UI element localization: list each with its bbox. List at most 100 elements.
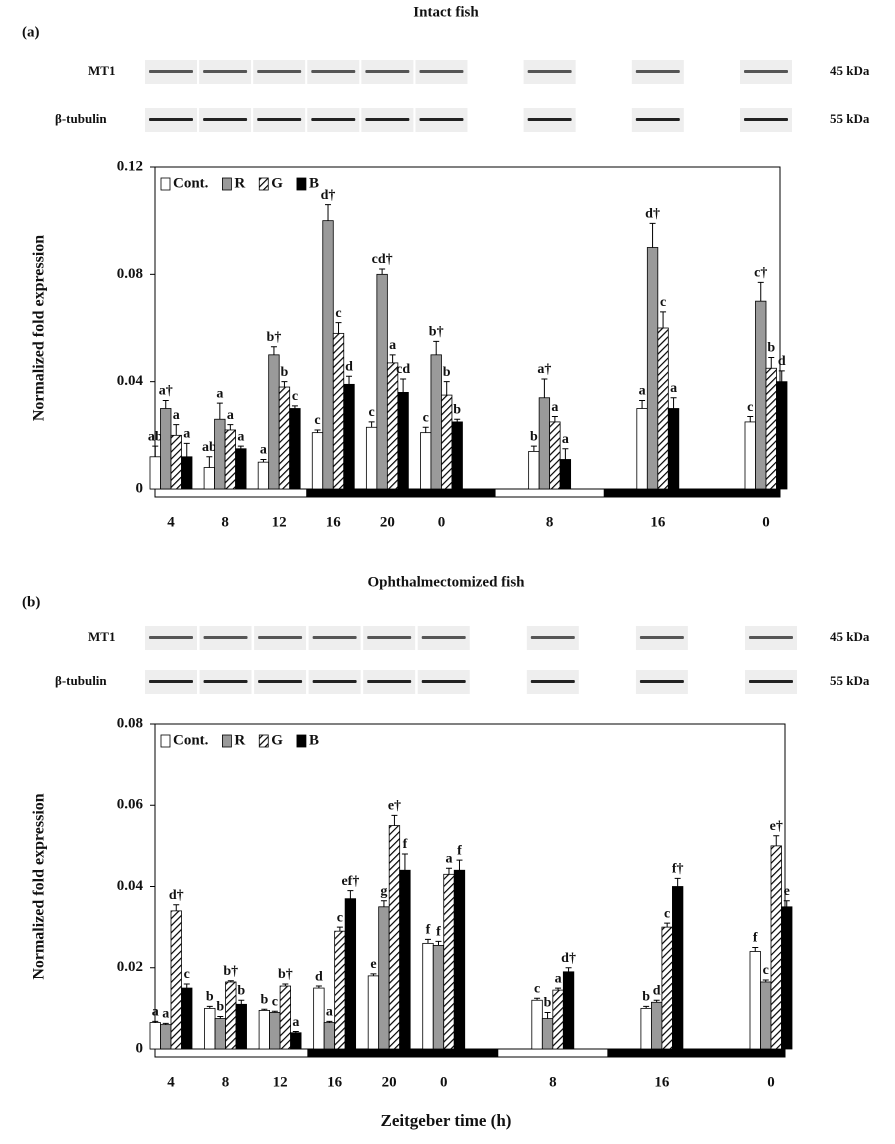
bar xyxy=(367,975,380,1050)
blot-band xyxy=(312,680,357,683)
error-bar xyxy=(445,867,452,875)
error-bar xyxy=(314,429,321,433)
significance-letter: e xyxy=(784,884,790,899)
error-bar xyxy=(206,1005,213,1009)
significance-letter: b† xyxy=(278,967,293,982)
significance-letter: b xyxy=(767,341,775,356)
significance-letter: a xyxy=(183,427,190,442)
blot-band xyxy=(257,70,302,73)
blot-band xyxy=(749,680,793,683)
error-bar xyxy=(544,1011,551,1019)
significance-letter: c xyxy=(314,413,320,428)
significance-letter: d xyxy=(345,360,353,375)
error-bar xyxy=(391,814,398,826)
blot-band xyxy=(527,70,572,73)
legend-swatch xyxy=(258,734,269,748)
legend-label: B xyxy=(309,732,319,748)
blot-band xyxy=(203,70,248,73)
y-tick-label: 0.04 xyxy=(117,373,144,389)
significance-letter: b xyxy=(206,990,214,1005)
blot-band xyxy=(203,118,248,121)
bar xyxy=(323,1022,336,1050)
significance-letter: a xyxy=(326,1005,333,1020)
plot-frame xyxy=(154,723,786,1050)
error-bar xyxy=(555,987,562,991)
blot-band xyxy=(311,118,356,121)
error-bar xyxy=(326,1020,333,1023)
bar xyxy=(279,985,291,1050)
bar xyxy=(289,408,301,490)
bar xyxy=(749,951,761,1050)
error-bar xyxy=(162,1022,169,1025)
bar xyxy=(311,432,324,490)
bar xyxy=(214,418,226,490)
blot-size: 45 kDa xyxy=(830,629,870,644)
significance-letter: f† xyxy=(672,862,684,877)
blot-band xyxy=(744,70,788,73)
blot-size: 55 kDa xyxy=(830,673,870,688)
legend-swatch xyxy=(160,177,171,191)
blot-band xyxy=(635,118,680,121)
significance-letter: c xyxy=(747,400,753,415)
significance-letter: c xyxy=(660,295,666,310)
significance-letter: c xyxy=(272,994,278,1009)
bar xyxy=(420,432,432,490)
bar xyxy=(531,999,543,1050)
bar xyxy=(432,945,445,1050)
bar xyxy=(278,386,291,490)
error-bar xyxy=(380,900,387,907)
bar xyxy=(257,461,270,490)
significance-letter: d xyxy=(778,354,786,369)
x-tick-label: 4 xyxy=(167,1074,175,1090)
error-bar xyxy=(653,999,660,1003)
y-tick-label: 0.08 xyxy=(117,266,143,282)
significance-letter: cd xyxy=(396,362,410,377)
x-axis-label: Zeitgeber time (h) xyxy=(381,1111,512,1130)
bar xyxy=(765,367,777,490)
significance-letter: a xyxy=(670,381,677,396)
bar xyxy=(378,906,390,1050)
blot-size: 55 kDa xyxy=(830,111,870,126)
significance-letter: b xyxy=(281,365,289,380)
bar xyxy=(667,408,680,490)
error-bar xyxy=(534,997,541,1001)
y-tick-label: 0.02 xyxy=(117,959,143,975)
significance-letter: e† xyxy=(770,819,783,834)
error-bar xyxy=(173,424,180,436)
significance-letter: d† xyxy=(645,207,660,222)
error-bar xyxy=(422,426,429,433)
error-bar xyxy=(346,375,353,385)
legend-label: Cont. xyxy=(173,175,209,191)
bar xyxy=(451,421,463,490)
bar xyxy=(388,825,401,1050)
error-bar xyxy=(551,416,558,422)
bar xyxy=(332,332,345,490)
error-bar xyxy=(401,853,408,871)
legend-label: G xyxy=(271,732,283,748)
bar xyxy=(781,906,793,1050)
significance-letter: c xyxy=(664,906,670,921)
significance-letter: b† xyxy=(267,330,282,345)
legend-swatch xyxy=(296,734,307,748)
x-tick-label: 0 xyxy=(440,1074,448,1090)
bar xyxy=(170,910,182,1050)
error-bar xyxy=(643,1005,650,1009)
bar xyxy=(453,869,466,1050)
significance-letter: a xyxy=(152,1005,159,1020)
significance-letter: a xyxy=(555,971,562,986)
blot-band xyxy=(149,70,193,73)
blot-band xyxy=(419,70,464,73)
bar xyxy=(538,397,551,490)
blot-band xyxy=(527,118,572,121)
blot-band xyxy=(149,636,193,639)
bar xyxy=(528,451,540,490)
x-tick-label: 20 xyxy=(380,514,395,530)
legend-label: R xyxy=(234,732,245,748)
significance-letter: g xyxy=(380,884,387,899)
bar xyxy=(755,300,767,490)
x-tick-label: 8 xyxy=(222,1074,230,1090)
blot-band xyxy=(419,118,464,121)
y-tick-label: 0.12 xyxy=(117,158,143,174)
bar xyxy=(160,1024,172,1050)
